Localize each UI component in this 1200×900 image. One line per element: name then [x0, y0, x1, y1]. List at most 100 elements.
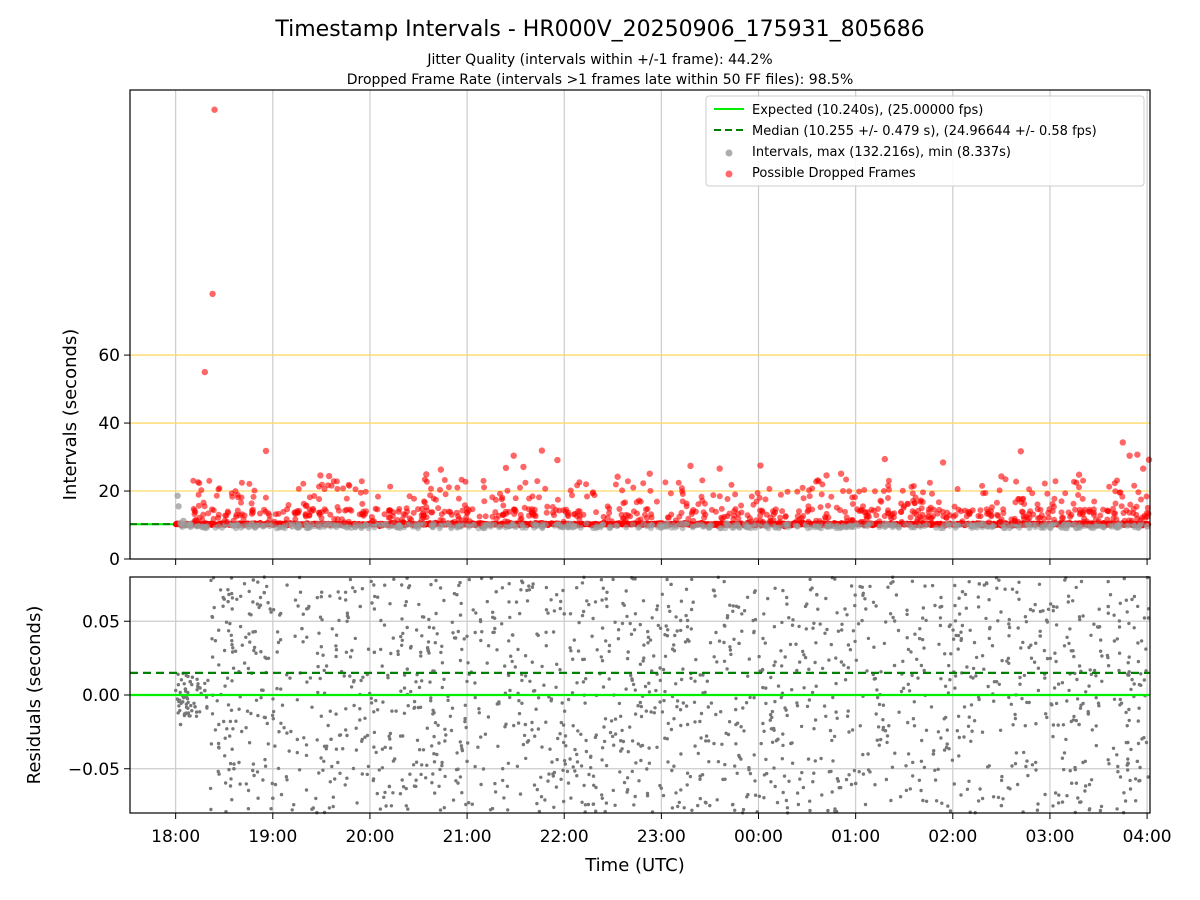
residual-bulk-point — [344, 598, 348, 602]
residual-bulk-point — [486, 644, 491, 648]
residual-bulk-point — [396, 649, 400, 653]
residual-bulk-point — [182, 682, 186, 686]
intervals-bulk-point — [947, 512, 954, 519]
residual-bulk-point — [1048, 656, 1053, 661]
residual-bulk-point — [1065, 794, 1069, 798]
residual-bulk-point — [593, 600, 598, 604]
residual-bulk-point — [995, 586, 999, 590]
residual-bulk-point — [858, 724, 862, 728]
intervals-bulk-point — [191, 507, 198, 514]
interval-point — [570, 522, 578, 530]
intervals-bulk-point — [612, 481, 619, 488]
residual-bulk-point — [996, 619, 1000, 623]
intervals-bulk-point — [796, 508, 802, 515]
residual-bulk-point — [719, 710, 723, 714]
residual-bulk-point — [1132, 682, 1136, 686]
residual-bulk-point — [550, 760, 554, 764]
intervals-bulk-point — [957, 508, 964, 515]
residual-bulk-point — [310, 705, 314, 709]
residual-bulk-point — [1117, 651, 1122, 655]
residual-bulk-point — [675, 699, 680, 703]
residual-bulk-point — [1124, 710, 1128, 715]
intervals-bulk-point — [531, 511, 538, 518]
dropped-frame-point — [998, 473, 1005, 480]
intervals-bulk-point — [418, 516, 425, 523]
residual-bulk-point — [1100, 654, 1104, 658]
residual-bulk-point — [222, 648, 227, 653]
residual-bulk-point — [1146, 775, 1150, 779]
dropped-frame-point — [437, 466, 445, 473]
intervals-bulk-point — [653, 498, 660, 505]
residual-bulk-point — [473, 695, 477, 700]
residual-bulk-point — [1005, 659, 1009, 663]
residual-bulk-point — [580, 800, 584, 804]
intervals-bulk-point — [848, 524, 855, 531]
legend-swatch-marker — [725, 149, 733, 157]
residual-bulk-point — [540, 664, 544, 669]
residual-bulk-point — [372, 710, 376, 714]
residual-bulk-point — [1137, 779, 1141, 783]
residual-bulk-point — [351, 586, 355, 590]
residual-bulk-point — [798, 777, 802, 781]
intervals-bulk-point — [429, 509, 436, 516]
intervals-bulk-point — [909, 490, 916, 497]
residual-bulk-point — [279, 687, 283, 691]
residual-bulk-point — [742, 609, 747, 613]
residual-bulk-point — [805, 602, 809, 606]
residual-bulk-point — [508, 695, 512, 700]
x-tick-label: 18:00 — [151, 827, 200, 847]
residual-bulk-point — [305, 680, 309, 684]
residual-bulk-point — [594, 733, 598, 737]
residual-bulk-point — [1127, 718, 1131, 723]
residual-bulk-point — [906, 752, 911, 756]
residual-bulk-point — [1081, 760, 1085, 765]
residual-bulk-point — [216, 769, 220, 774]
interval-point — [1143, 523, 1151, 530]
residual-bulk-point — [641, 599, 646, 603]
residual-bulk-point — [1016, 626, 1020, 630]
residual-bulk-point — [679, 677, 684, 682]
residual-bulk-point — [1097, 704, 1101, 708]
residual-bulk-point — [685, 722, 690, 727]
residual-point — [776, 737, 780, 742]
residual-bulk-point — [751, 618, 755, 623]
residual-bulk-point — [906, 682, 910, 686]
residual-bulk-point — [192, 701, 196, 705]
residual-bulk-point — [587, 602, 591, 607]
residual-bulk-point — [825, 627, 829, 632]
intervals-bulk-point — [1141, 512, 1148, 519]
residual-bulk-point — [789, 741, 793, 746]
residual-bulk-point — [1043, 792, 1047, 797]
dropped-frame-point — [262, 447, 270, 455]
intervals-bulk-point — [683, 500, 690, 507]
residual-bulk-point — [905, 636, 909, 640]
residual-bulk-point — [802, 686, 806, 690]
intervals-bulk-point — [800, 495, 807, 502]
intervals-bulk-point — [834, 522, 841, 529]
residual-bulk-point — [891, 615, 895, 620]
residual-bulk-point — [273, 782, 278, 787]
intervals-bulk-point — [825, 502, 831, 509]
intervals-bulk-point — [1143, 493, 1150, 500]
residual-bulk-point — [658, 678, 662, 683]
intervals-bulk-point — [375, 493, 381, 500]
residual-bulk-point — [773, 784, 777, 789]
residual-bulk-point — [190, 709, 194, 713]
intervals-bulk-point — [271, 518, 278, 525]
residual-bulk-point — [317, 771, 321, 775]
residual-bulk-point — [1132, 626, 1136, 630]
residual-bulk-point — [245, 709, 250, 713]
residual-bulk-point — [688, 774, 693, 779]
residual-bulk-point — [177, 699, 181, 704]
residual-bulk-point — [599, 578, 604, 582]
residual-bulk-point — [269, 807, 273, 811]
residual-bulk-point — [1061, 723, 1066, 727]
residual-bulk-point — [1062, 644, 1067, 648]
residual-bulk-point — [1042, 648, 1047, 653]
residual-bulk-point — [319, 595, 323, 599]
residual-bulk-point — [953, 674, 958, 678]
residual-bulk-point — [402, 686, 407, 690]
residual-bulk-point — [601, 685, 606, 689]
residual-bulk-point — [795, 701, 799, 705]
residual-bulk-point — [279, 792, 284, 797]
